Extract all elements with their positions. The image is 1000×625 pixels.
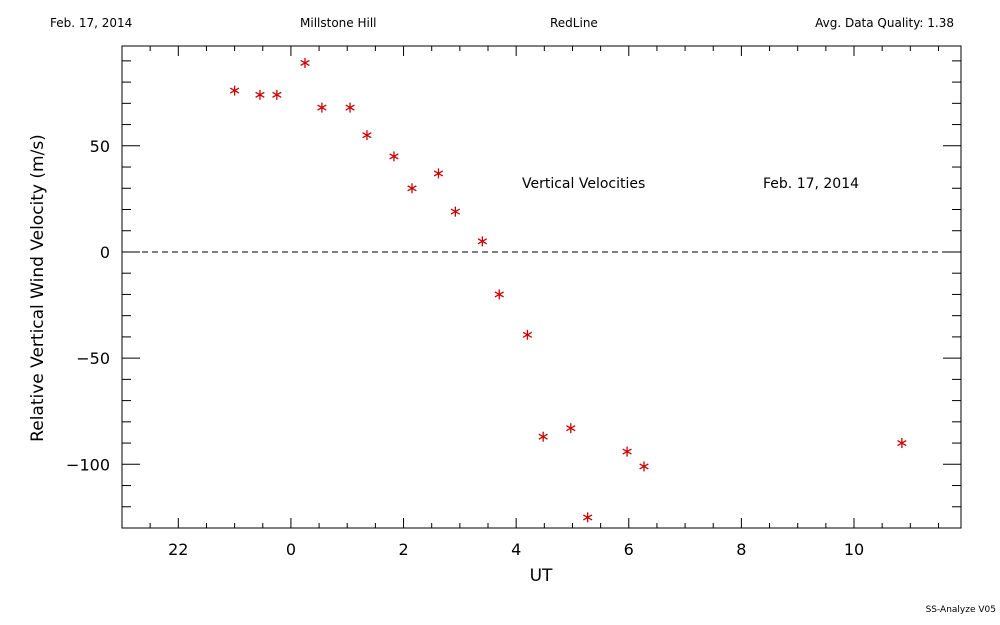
x-tick-label: 4 (511, 540, 521, 559)
y-tick-label: 50 (90, 137, 110, 156)
y-tick-label: −50 (76, 349, 110, 368)
data-point (622, 446, 632, 457)
x-tick-label: 2 (398, 540, 408, 559)
chart-title: Vertical Velocities (522, 176, 645, 192)
data-points (229, 57, 907, 523)
header-filter: RedLine (550, 16, 598, 30)
data-point (522, 329, 533, 340)
x-tick-label: 10 (844, 540, 864, 559)
data-point (362, 130, 372, 141)
data-point (407, 183, 417, 194)
y-axis-label: Relative Vertical Wind Velocity (m/s) (28, 134, 48, 442)
y-tick-labels: 50 0 −50 −100 (66, 137, 110, 475)
data-point (229, 85, 240, 96)
data-point (494, 289, 504, 300)
data-point (389, 151, 399, 162)
data-point (317, 102, 327, 113)
header-site: Millstone Hill (300, 16, 377, 30)
header-quality: Avg. Data Quality: 1.38 (815, 16, 954, 30)
x-tick-label: 22 (168, 540, 188, 559)
axis-ticks (121, 46, 961, 529)
x-tick-label: 0 (286, 540, 296, 559)
header-date: Feb. 17, 2014 (50, 16, 133, 30)
y-tick-label: −100 (66, 455, 110, 474)
software-version-label: SS-Analyze V05 (925, 605, 996, 615)
data-point (450, 206, 461, 217)
data-point (477, 236, 488, 247)
data-point (538, 431, 548, 442)
plot-frame (121, 45, 962, 529)
data-point (566, 423, 576, 434)
chart-date-annotation: Feb. 17, 2014 (763, 176, 859, 192)
data-point (255, 89, 265, 100)
data-point (639, 461, 649, 472)
data-point (582, 512, 593, 523)
x-tick-label: 6 (624, 540, 634, 559)
data-point (433, 168, 444, 179)
data-point (300, 57, 310, 68)
x-tick-labels: 22 0 2 4 6 8 10 (168, 540, 864, 559)
y-tick-label: 0 (100, 243, 110, 262)
data-point (345, 102, 355, 113)
data-point (272, 89, 282, 100)
x-tick-label: 8 (736, 540, 746, 559)
x-axis-label: UT (530, 566, 553, 586)
data-point (897, 438, 907, 449)
